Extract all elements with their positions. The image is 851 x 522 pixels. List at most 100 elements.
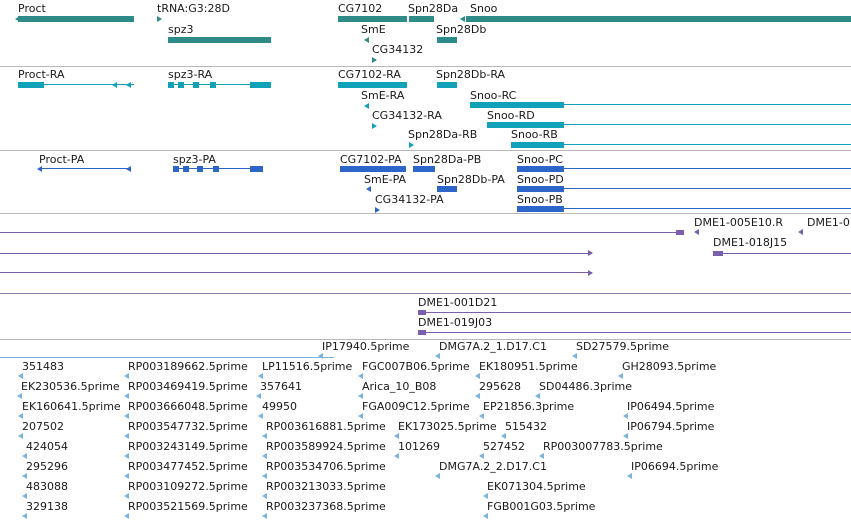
- est-label-ek173025-5prime: EK173025.5prime: [398, 420, 497, 433]
- protein-exon[interactable]: [517, 186, 564, 192]
- clone-alignment: [0, 253, 592, 254]
- transcript-exon[interactable]: [178, 82, 184, 88]
- track-separator: [0, 66, 851, 67]
- gene-label-cg34132: CG34132: [372, 43, 424, 56]
- strand-arrow-icon: [479, 413, 484, 419]
- clone-alignment: [418, 312, 851, 313]
- gene-feature-snoo[interactable]: [466, 16, 851, 22]
- protein-intron: [517, 188, 851, 189]
- protein-intron: [517, 168, 851, 169]
- strand-arrow-icon: [18, 413, 23, 419]
- protein-exon[interactable]: [183, 166, 189, 172]
- strand-arrow-icon: [124, 493, 129, 499]
- clone-label-dme1-0: DME1-0: [807, 216, 850, 229]
- gene-label-sme: SmE: [361, 23, 386, 36]
- est-label-329138: 329138: [26, 500, 68, 513]
- transcript-exon[interactable]: [168, 82, 174, 88]
- clone-alignment: [713, 253, 851, 254]
- transcript-exon[interactable]: [511, 142, 564, 148]
- strand-arrow-icon: [124, 453, 129, 459]
- strand-arrow-icon: [22, 453, 27, 459]
- transcript-intron: [168, 84, 271, 85]
- gene-label-trna-g3-28d: tRNA:G3:28D: [157, 2, 230, 15]
- transcript-exon[interactable]: [487, 122, 564, 128]
- strand-arrow-icon: [262, 473, 267, 479]
- strand-arrow-icon: [262, 513, 267, 519]
- strand-arrow-icon: [112, 82, 117, 88]
- strand-arrow-icon: [358, 373, 363, 379]
- protein-exon[interactable]: [340, 166, 406, 172]
- protein-intron: [517, 208, 851, 209]
- est-label-424054: 424054: [26, 440, 68, 453]
- protein-exon[interactable]: [250, 166, 263, 172]
- gene-label-cg7102: CG7102: [338, 2, 383, 15]
- protein-label-spz3-pa: spz3-PA: [173, 153, 216, 166]
- transcript-exon[interactable]: [437, 82, 457, 88]
- strand-arrow-icon: [798, 229, 803, 235]
- clone-alignment: [0, 272, 592, 273]
- transcript-exon[interactable]: [18, 82, 44, 88]
- est-label-ek160641-5prime: EK160641.5prime: [22, 400, 121, 413]
- gene-label-spz3: spz3: [168, 23, 194, 36]
- clone-label-dme1-018j15: DME1-018J15: [713, 236, 788, 249]
- track-separator: [0, 339, 851, 340]
- transcript-exon[interactable]: [250, 82, 271, 88]
- track-separator: [0, 293, 851, 294]
- transcript-label-cg7102-ra: CG7102-RA: [338, 68, 401, 81]
- strand-arrow-icon: [358, 413, 363, 419]
- strand-arrow-icon: [435, 353, 440, 359]
- strand-arrow-icon: [124, 433, 129, 439]
- protein-exon[interactable]: [197, 166, 203, 172]
- gene-label-spn28db: Spn28Db: [436, 23, 487, 36]
- gene-feature-spn28db[interactable]: [437, 37, 457, 43]
- est-label-fgc007b06-5prime: FGC007B06.5prime: [362, 360, 470, 373]
- gene-feature-proct[interactable]: [18, 16, 134, 22]
- clone-label-dme1-019j03: DME1-019J03: [418, 316, 493, 329]
- clone-label-dme1-005e10-r: DME1-005E10.R: [694, 216, 783, 229]
- est-label-rp003547732-5prime: RP003547732.5prime: [128, 420, 248, 433]
- protein-exon[interactable]: [437, 186, 457, 192]
- strand-arrow-icon: [126, 166, 131, 172]
- est-label-rp003534706-5prime: RP003534706.5prime: [266, 460, 386, 473]
- est-label-483088: 483088: [26, 480, 68, 493]
- strand-arrow-icon: [364, 103, 369, 109]
- est-label-ep21856-3prime: EP21856.3prime: [483, 400, 575, 413]
- strand-arrow-icon: [372, 123, 377, 129]
- transcript-exon[interactable]: [338, 82, 407, 88]
- est-label-rp003109272-5prime: RP003109272.5prime: [128, 480, 248, 493]
- strand-arrow-icon: [364, 37, 369, 43]
- protein-exon[interactable]: [213, 166, 219, 172]
- strand-arrow-icon: [435, 473, 440, 479]
- transcript-exon[interactable]: [210, 82, 216, 88]
- protein-exon[interactable]: [173, 166, 179, 172]
- est-label-ip17940-5prime: IP17940.5prime: [322, 340, 410, 353]
- est-label-207502: 207502: [22, 420, 64, 433]
- strand-arrow-icon: [618, 373, 623, 379]
- transcript-exon[interactable]: [470, 102, 564, 108]
- strand-arrow-icon: [124, 393, 129, 399]
- strand-arrow-icon: [372, 57, 377, 63]
- strand-arrow-icon: [22, 513, 27, 519]
- strand-arrow-icon: [460, 16, 465, 22]
- strand-arrow-icon: [358, 393, 363, 399]
- transcript-label-snoo-rc: Snoo-RC: [470, 89, 517, 102]
- protein-exon[interactable]: [517, 166, 564, 172]
- gene-label-snoo: Snoo: [470, 2, 498, 15]
- strand-arrow-icon: [475, 393, 480, 399]
- gene-feature-cg7102[interactable]: [338, 16, 407, 22]
- clone-feature[interactable]: [676, 230, 684, 235]
- est-label-ip06694-5prime: IP06694.5prime: [631, 460, 719, 473]
- est-label-rp003589924-5prime: RP003589924.5prime: [266, 440, 386, 453]
- strand-arrow-icon: [479, 453, 484, 459]
- protein-exon[interactable]: [517, 206, 564, 212]
- est-label-ip06494-5prime: IP06494.5prime: [627, 400, 715, 413]
- transcript-exon[interactable]: [193, 82, 199, 88]
- strand-arrow-icon: [409, 142, 414, 148]
- est-label-ek071304-5prime: EK071304.5prime: [487, 480, 586, 493]
- protein-exon[interactable]: [413, 166, 435, 172]
- gene-feature-spn28da[interactable]: [409, 16, 434, 22]
- transcript-label-cg34132-ra: CG34132-RA: [372, 109, 442, 122]
- gene-feature-spz3[interactable]: [168, 37, 271, 43]
- est-label-ek180951-5prime: EK180951.5prime: [479, 360, 578, 373]
